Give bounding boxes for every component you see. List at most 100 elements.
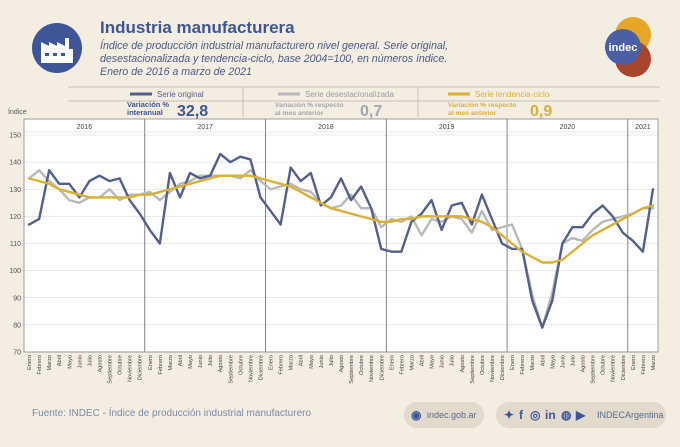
x-tick-label: Mayo bbox=[550, 355, 556, 369]
x-tick-label: Junio bbox=[440, 355, 446, 368]
x-tick-label: Octubre bbox=[238, 355, 244, 375]
x-tick-label: Abril bbox=[57, 355, 63, 366]
stat-original-label1: Variación % bbox=[127, 100, 169, 109]
x-tick-label: Diciembre bbox=[621, 355, 627, 380]
x-tick-label: Febrero bbox=[399, 355, 405, 375]
x-tick-label: Marzo bbox=[47, 355, 53, 371]
x-tick-label: Junio bbox=[77, 355, 83, 368]
x-tick-label: Julio bbox=[329, 355, 335, 367]
x-tick-label: Noviembre bbox=[248, 355, 254, 382]
y-tick-label: 120 bbox=[9, 214, 21, 221]
series-line-tendencia bbox=[27, 174, 655, 264]
x-tick-label: Febrero bbox=[520, 355, 526, 375]
y-tick-label: 80 bbox=[13, 322, 21, 329]
series-line-desestacionalizada bbox=[27, 169, 655, 329]
page-subtitle: Índice de producción industrial manufact… bbox=[100, 40, 449, 65]
x-tick-label: Abril bbox=[420, 355, 426, 366]
x-tick-label: Diciembre bbox=[138, 355, 144, 380]
x-tick-label: Abril bbox=[540, 355, 546, 366]
x-tick-label: Abril bbox=[299, 355, 305, 366]
y-tick-label: 100 bbox=[9, 268, 21, 275]
x-tick-label: Mayo bbox=[430, 355, 436, 369]
facebook-icon[interactable]: f bbox=[519, 408, 523, 422]
stat-desest-label2: al mes anterior bbox=[275, 110, 324, 117]
year-label: 2017 bbox=[197, 124, 213, 131]
x-tick-label: Enero bbox=[27, 355, 33, 370]
stat-desest-label1: Variación % respecto bbox=[275, 102, 343, 109]
stat-desest-value: 0,7 bbox=[360, 103, 382, 120]
x-tick-label: Febrero bbox=[641, 355, 647, 375]
twitter-icon[interactable]: ✦ bbox=[504, 408, 515, 422]
x-tick-label: Agosto bbox=[460, 355, 466, 372]
x-tick-label: Enero bbox=[631, 355, 637, 370]
x-tick-label: Marzo bbox=[651, 355, 657, 371]
x-tick-label: Septiembre bbox=[470, 355, 476, 384]
y-tick-label: 70 bbox=[13, 350, 21, 357]
x-tick-label: Noviembre bbox=[611, 355, 617, 382]
youtube-icon[interactable]: ▶ bbox=[576, 408, 586, 422]
social-handle[interactable]: INDECArgentina bbox=[597, 410, 664, 420]
x-tick-label: Enero bbox=[389, 355, 395, 370]
instagram-icon[interactable]: ◎ bbox=[530, 408, 541, 422]
x-tick-label: Abril bbox=[178, 355, 184, 366]
stat-tendencia-value: 0,9 bbox=[530, 103, 552, 120]
x-tick-label: Enero bbox=[510, 355, 516, 370]
year-label: 2020 bbox=[560, 124, 576, 131]
x-tick-label: Febrero bbox=[37, 355, 43, 375]
stat-original-value: 32,8 bbox=[177, 103, 208, 120]
x-tick-label: Mayo bbox=[188, 355, 194, 369]
linkedin-icon[interactable]: in bbox=[545, 408, 556, 422]
x-tick-label: Agosto bbox=[339, 355, 345, 372]
year-label: 2018 bbox=[318, 124, 334, 131]
x-tick-label: Noviembre bbox=[369, 355, 375, 382]
website-text[interactable]: indec.gob.ar bbox=[427, 410, 477, 420]
x-tick-label: Agosto bbox=[581, 355, 587, 372]
y-tick-label: 140 bbox=[9, 160, 21, 167]
x-tick-label: Marzo bbox=[530, 355, 536, 371]
plot-area: 70 80 90 100 110 120 130 140 150 2016 2017 2018 2019… bbox=[9, 118, 659, 384]
series-line-original bbox=[27, 152, 655, 329]
globe-icon: ◉ bbox=[411, 408, 422, 422]
x-tick-label: Octubre bbox=[359, 355, 365, 375]
x-tick-label: Febrero bbox=[158, 355, 164, 375]
x-tick-label: Septiembre bbox=[349, 355, 355, 384]
x-tick-label: Noviembre bbox=[128, 355, 134, 382]
x-tick-label: Junio bbox=[560, 355, 566, 368]
legend-desestacionalizada: Serie desestacionalizada bbox=[305, 90, 394, 99]
period-label: Enero de 2016 a marzo de 2021 bbox=[100, 66, 252, 78]
plot-background bbox=[24, 119, 658, 352]
x-tick-label: Septiembre bbox=[108, 355, 114, 384]
social-links bbox=[496, 402, 666, 428]
x-tick-label: Diciembre bbox=[500, 355, 506, 380]
legend: Serie original Serie desestacionalizada … bbox=[68, 86, 660, 120]
year-label: 2016 bbox=[77, 124, 93, 131]
x-tick-label: Octubre bbox=[601, 355, 607, 375]
x-tick-label: Julio bbox=[570, 355, 576, 367]
year-label: 2021 bbox=[635, 124, 651, 131]
x-tick-label: Mayo bbox=[67, 355, 73, 369]
source-note: Fuente: INDEC - Índice de producción ind… bbox=[32, 408, 312, 419]
x-tick-label: Julio bbox=[450, 355, 456, 367]
y-axis-label: Índice bbox=[8, 107, 27, 116]
y-tick-label: 150 bbox=[9, 133, 21, 140]
x-tick-label: Junio bbox=[198, 355, 204, 368]
x-tick-label: Junio bbox=[319, 355, 325, 368]
spotify-icon[interactable]: ◍ bbox=[561, 408, 572, 422]
x-tick-label: Julio bbox=[87, 355, 93, 367]
factory-icon bbox=[32, 23, 82, 73]
indec-logo-text: indec bbox=[609, 42, 638, 54]
indec-logo: indec bbox=[605, 17, 651, 77]
x-tick-label: Febrero bbox=[279, 355, 285, 375]
legend-original: Serie original bbox=[157, 90, 204, 99]
x-tick-label: Agosto bbox=[97, 355, 103, 372]
x-tick-label: Enero bbox=[269, 355, 275, 370]
x-tick-label: Enero bbox=[148, 355, 154, 370]
y-tick-label: 130 bbox=[9, 187, 21, 194]
x-tick-label: Mayo bbox=[309, 355, 315, 369]
stat-original-label2: interanual bbox=[127, 108, 163, 117]
website-link[interactable] bbox=[404, 402, 484, 428]
x-tick-label: Octubre bbox=[480, 355, 486, 375]
x-tick-label: Noviembre bbox=[490, 355, 496, 382]
x-tick-label: Julio bbox=[208, 355, 214, 367]
